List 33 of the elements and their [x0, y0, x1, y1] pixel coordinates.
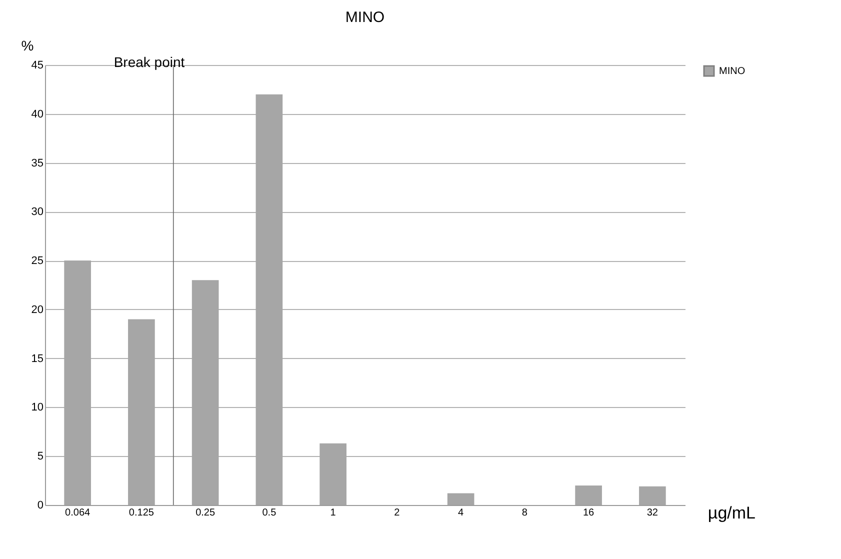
bar [639, 486, 666, 505]
y-tick-label: 20 [31, 304, 44, 316]
x-tick-label: 4 [458, 508, 464, 518]
y-axis-title: % [21, 38, 34, 54]
x-tick-label: 32 [646, 508, 658, 518]
y-tick-label: 5 [37, 450, 44, 463]
x-tick-label: 2 [394, 508, 400, 518]
y-tick-label: 45 [31, 60, 44, 72]
y-tick-label: 15 [31, 352, 44, 365]
bar [64, 260, 91, 505]
y-tick-label: 0 [37, 500, 44, 512]
x-tick-label: 16 [582, 508, 595, 518]
bar [256, 94, 283, 505]
y-tick-label: 30 [31, 206, 44, 218]
x-tick-label: 0.25 [196, 508, 216, 518]
x-tick-label: 8 [522, 508, 528, 518]
chart-title: MINO [345, 9, 385, 26]
x-tick-label: 0.5 [262, 508, 277, 518]
y-tick-label: 40 [31, 108, 44, 120]
x-axis-title: µg/mL [708, 504, 756, 522]
y-tick-label: 35 [31, 157, 44, 170]
ref-line-label: Break point [114, 54, 185, 70]
x-tick-label: 1 [330, 508, 336, 518]
bar [192, 280, 219, 505]
bar [447, 493, 474, 505]
bar [575, 485, 602, 505]
y-tick-label: 25 [31, 255, 44, 268]
x-tick-label: 0.125 [128, 508, 154, 518]
bar [320, 443, 346, 505]
bar [128, 319, 155, 505]
x-tick-label: 0.064 [65, 508, 91, 518]
legend-label: MINO [719, 66, 746, 77]
y-tick-label: 10 [31, 402, 44, 414]
